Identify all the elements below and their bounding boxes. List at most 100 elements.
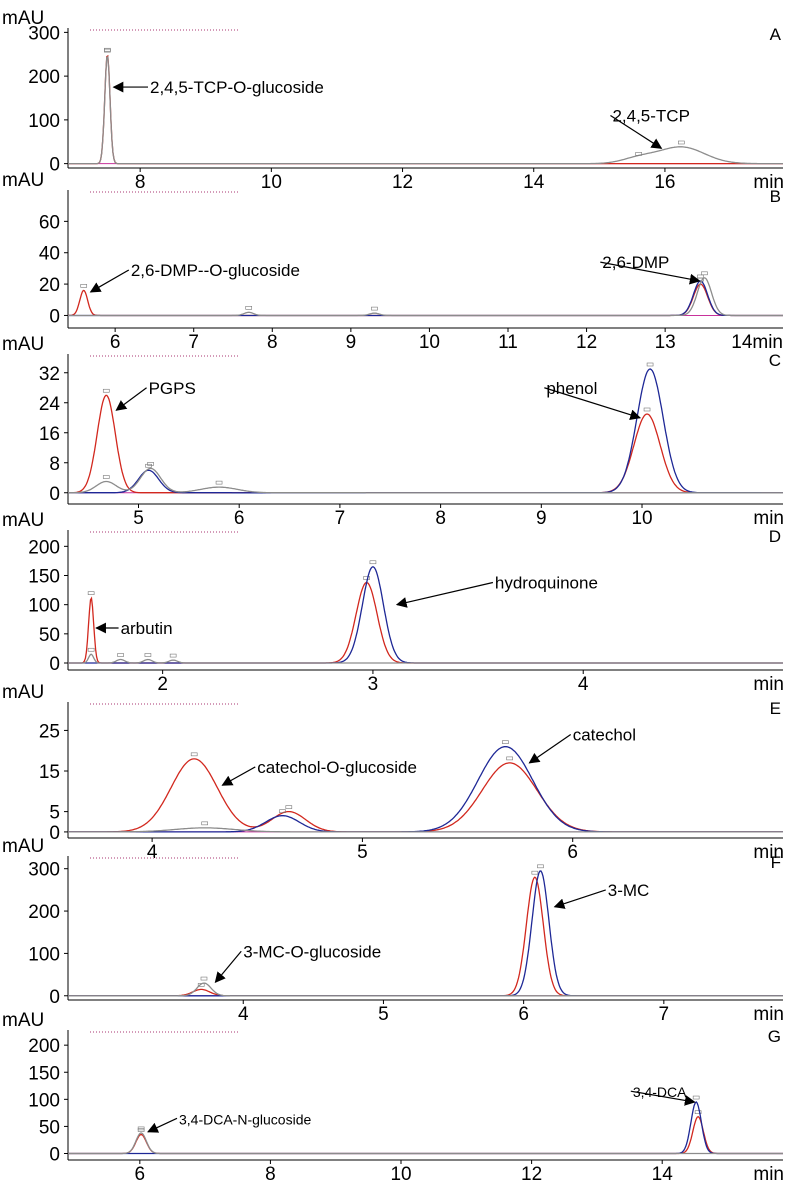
panel-f: mAU F 0 100 200 300 4 5 6 7 min 3-MC-O-glucoside 3-M… (2, 836, 784, 1025)
y-tick-label: 50 (39, 1117, 60, 1138)
peak-marker (531, 870, 539, 875)
blue-trace (68, 746, 783, 833)
y-tick-label: 200 (28, 537, 60, 558)
peak-marker (87, 591, 95, 595)
peak-marker (190, 752, 198, 757)
peak-marker (643, 407, 651, 412)
y-tick-label: 0 (49, 484, 60, 505)
panel-letter: E (770, 699, 781, 718)
peak-marker (279, 809, 286, 813)
annotation-arrow (214, 950, 242, 984)
x-tick-label: 6 (518, 1004, 529, 1025)
x-tick-label: 9 (346, 332, 357, 353)
x-last-tick-label: 14min (731, 332, 783, 353)
x-axis-unit: min (753, 674, 784, 695)
y-tick-label: 15 (39, 762, 60, 783)
peak-marker (137, 1126, 145, 1131)
y-tick-label: 150 (28, 567, 60, 588)
peak-marker (104, 48, 111, 53)
peak-marker (144, 653, 152, 657)
red-trace (68, 758, 783, 833)
x-tick-label: 10 (631, 508, 652, 529)
x-tick-label: 8 (265, 1164, 276, 1185)
annotation-arrow (553, 889, 606, 909)
peak-marker (200, 976, 208, 981)
peak-marker (635, 152, 642, 156)
red-trace (68, 1115, 783, 1155)
x-tick-label: 6 (567, 842, 578, 863)
y-tick-label: 300 (28, 23, 60, 44)
y-tick-label: 0 (49, 987, 60, 1008)
peak-annotation: arbutin (121, 619, 173, 638)
peak-annotation: phenol (546, 379, 597, 398)
x-tick-label: 11 (498, 332, 518, 353)
y-tick-label: 100 (28, 596, 60, 617)
peak-marker (701, 271, 708, 276)
peak-marker (506, 756, 513, 761)
x-tick-label: 10 (419, 332, 440, 353)
blue-trace (68, 1101, 783, 1155)
gray-trace (68, 653, 783, 664)
x-tick-label: 8 (267, 332, 278, 353)
peak-marker (369, 560, 377, 565)
peak-marker (697, 274, 704, 279)
y-tick-label: 0 (49, 306, 60, 327)
y-tick-label: 200 (28, 67, 60, 88)
x-tick-label: 6 (234, 508, 245, 529)
panel-letter: A (770, 25, 782, 44)
x-tick-label: 14 (523, 172, 545, 193)
y-tick-label: 300 (28, 860, 60, 881)
peak-marker (694, 1110, 702, 1114)
x-tick-label: 6 (110, 332, 121, 353)
red-trace (68, 394, 783, 494)
peak-annotation: PGPS (149, 379, 196, 398)
blue-trace (68, 280, 783, 317)
annotation-arrow (528, 733, 572, 764)
annotation-arrow (395, 581, 494, 608)
peak-marker (215, 480, 223, 485)
x-tick-label: 5 (357, 842, 368, 863)
x-axis-unit: min (753, 1004, 784, 1025)
annotation-arrow (147, 1117, 178, 1133)
x-axis-unit: min (753, 172, 784, 193)
x-tick-label: 4 (147, 842, 158, 863)
peak-marker (537, 864, 544, 869)
panel-d: mAU D 0 50 100 150 200 2 3 4 min arbutin hydroquinon… (2, 510, 784, 695)
y-tick-label: 150 (28, 1063, 60, 1084)
panel-letter: C (769, 351, 781, 370)
panel-letter: D (769, 527, 781, 546)
peak-annotation: 3,4-DCA (633, 1084, 687, 1100)
y-tick-label: 100 (28, 111, 60, 132)
gray-trace (68, 1132, 783, 1155)
y-tick-label: 100 (28, 1090, 60, 1111)
x-tick-label: 2 (157, 674, 168, 695)
peak-marker (201, 821, 208, 826)
y-axis-unit: mAU (2, 8, 44, 29)
y-tick-label: 24 (39, 394, 61, 415)
peak-marker (169, 653, 177, 658)
x-tick-label: 16 (654, 172, 675, 193)
red-trace (68, 876, 783, 997)
peak-marker (117, 653, 124, 657)
panel-letter: G (768, 1027, 781, 1046)
x-tick-label: 3 (368, 674, 379, 695)
peak-annotation: 3-MC (608, 881, 650, 900)
y-axis-unit: mAU (2, 682, 44, 703)
peak-marker (646, 362, 654, 367)
x-tick-label: 7 (659, 1004, 670, 1025)
peak-marker (102, 388, 110, 393)
y-tick-label: 0 (49, 823, 60, 844)
x-axis-unit: min (753, 508, 784, 529)
peak-marker (87, 647, 95, 652)
peak-marker (245, 306, 253, 310)
x-tick-label: 6 (135, 1164, 146, 1185)
gray-trace (68, 827, 783, 833)
peak-marker (80, 284, 88, 288)
y-axis-unit: mAU (2, 836, 44, 857)
x-tick-label: 10 (261, 172, 282, 193)
panel-letter: B (770, 187, 781, 206)
x-tick-label: 9 (536, 508, 547, 529)
y-tick-label: 0 (49, 155, 60, 176)
